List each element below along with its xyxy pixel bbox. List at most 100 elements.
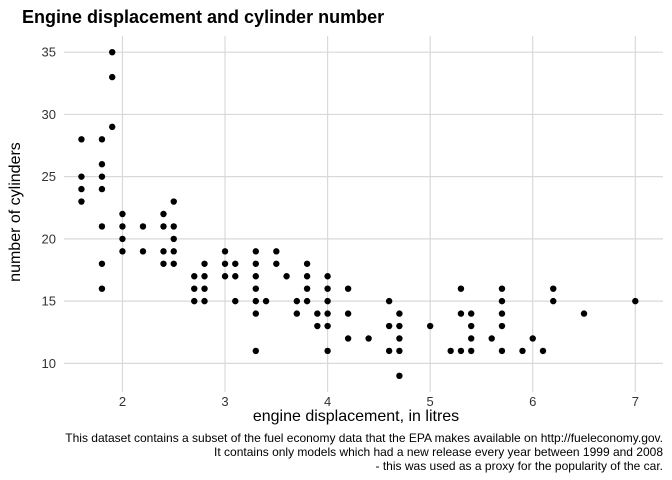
- x-tick-label: 5: [427, 394, 434, 409]
- data-point: [98, 223, 106, 230]
- data-point: [467, 310, 475, 317]
- y-tick-label: 10: [42, 356, 56, 371]
- x-tick-label: 4: [324, 394, 331, 409]
- data-point: [201, 273, 208, 280]
- data-point: [160, 223, 167, 230]
- y-tick-label: 25: [42, 169, 56, 184]
- data-point: [252, 260, 260, 267]
- data-point: [273, 248, 280, 255]
- data-point: [98, 185, 106, 193]
- data-point: [78, 198, 85, 205]
- data-point: [170, 235, 177, 243]
- data-point: [396, 310, 403, 317]
- y-tick-label: 30: [42, 107, 56, 122]
- data-point: [550, 285, 557, 292]
- x-tick-labels: 2 3 4 5 6 7: [119, 394, 639, 409]
- data-point: [109, 123, 116, 131]
- data-point: [385, 297, 393, 305]
- data-point: [98, 173, 106, 180]
- data-point: [252, 310, 260, 317]
- data-point: [119, 248, 126, 255]
- x-tick-label: 7: [632, 394, 639, 409]
- data-point: [314, 322, 321, 330]
- data-point: [396, 335, 403, 342]
- data-point: [98, 260, 106, 267]
- data-point: [396, 322, 403, 330]
- data-point: [385, 322, 393, 330]
- y-tick-labels: 10 15 20 25 30 35: [42, 45, 56, 371]
- data-point: [252, 248, 260, 255]
- data-point: [344, 285, 352, 292]
- data-point: [324, 322, 331, 330]
- data-point: [396, 372, 403, 380]
- data-point: [303, 260, 311, 267]
- data-point: [232, 260, 239, 267]
- data-point: [170, 223, 177, 230]
- data-point: [385, 347, 393, 355]
- data-point: [252, 347, 260, 355]
- data-point: [221, 273, 229, 280]
- chart-title: Engine displacement and cylinder number: [22, 7, 384, 27]
- data-point: [170, 248, 177, 255]
- data-point: [232, 297, 239, 305]
- data-point: [324, 347, 331, 355]
- data-point: [119, 210, 126, 218]
- y-tick-label: 20: [42, 231, 56, 246]
- data-point: [262, 297, 270, 305]
- data-point: [365, 335, 372, 342]
- data-point: [580, 310, 588, 317]
- data-point: [396, 347, 403, 355]
- grid: [64, 36, 663, 392]
- data-point: [498, 297, 506, 305]
- data-point: [539, 347, 547, 355]
- data-point: [467, 322, 475, 330]
- data-point: [324, 297, 331, 305]
- data-point: [457, 310, 465, 317]
- x-tick-label: 6: [529, 394, 536, 409]
- data-point: [191, 285, 198, 292]
- data-point: [293, 297, 301, 305]
- data-point: [160, 248, 167, 255]
- data-point: [519, 347, 526, 355]
- data-point: [78, 136, 85, 143]
- data-point: [252, 297, 260, 305]
- data-point: [273, 260, 280, 267]
- data-point: [344, 310, 352, 317]
- data-point: [498, 285, 506, 292]
- data-point: [498, 310, 506, 317]
- data-point: [98, 161, 106, 168]
- data-point: [498, 347, 506, 355]
- y-tick-label: 35: [42, 45, 56, 60]
- data-point: [119, 223, 126, 230]
- data-point: [303, 285, 311, 292]
- data-point: [303, 273, 311, 280]
- data-point: [119, 235, 126, 243]
- data-point: [201, 297, 208, 305]
- data-point: [160, 260, 167, 267]
- data-point: [303, 297, 311, 305]
- caption-line-2: It contains only models which had a new …: [214, 445, 663, 459]
- data-point: [252, 273, 260, 280]
- data-point: [170, 198, 177, 205]
- data-point: [550, 297, 557, 305]
- data-point: [78, 185, 85, 193]
- data-point: [632, 297, 639, 305]
- data-point: [344, 335, 352, 342]
- data-point: [191, 273, 198, 280]
- data-point: [109, 48, 116, 56]
- data-point: [232, 273, 239, 280]
- data-point: [283, 273, 290, 280]
- data-point: [457, 347, 465, 355]
- data-point: [293, 310, 301, 317]
- caption-line-3: - this was used as a proxy for the popul…: [376, 459, 663, 473]
- x-tick-label: 2: [119, 394, 126, 409]
- y-axis-title: number of cylinders: [7, 142, 24, 282]
- data-point: [78, 173, 85, 180]
- data-point: [426, 322, 434, 330]
- data-point: [314, 310, 321, 317]
- data-point: [201, 260, 208, 267]
- data-point: [109, 73, 116, 81]
- data-point: [447, 347, 454, 355]
- data-point: [467, 347, 475, 355]
